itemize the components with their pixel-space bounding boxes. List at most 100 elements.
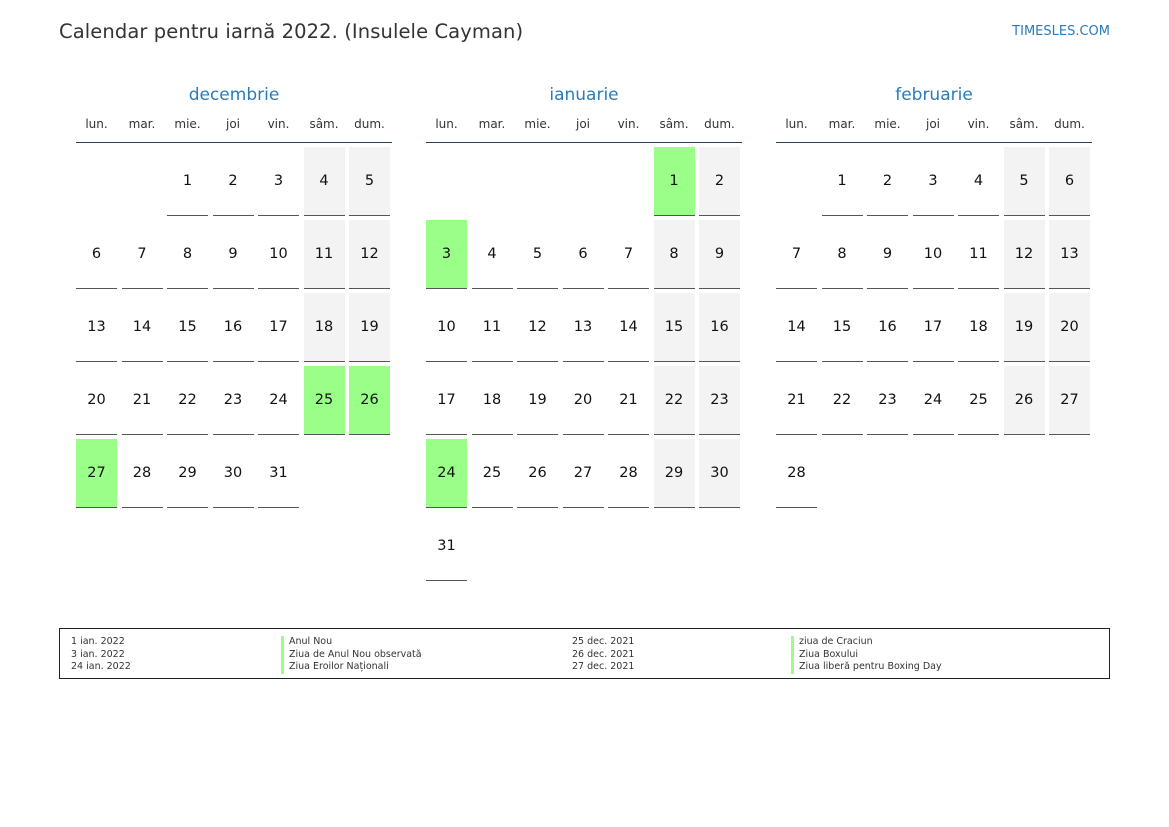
day-cell: 22 — [821, 366, 863, 435]
weekday-label: sâm. — [659, 117, 689, 131]
day-cell: 23 — [212, 366, 254, 435]
day-cell: 3 — [258, 147, 299, 216]
day-cell: 27 — [1049, 366, 1090, 435]
holiday-day-cell: 3 — [426, 220, 467, 289]
holiday-day-cell: 25 — [303, 366, 345, 435]
legend-date: 26 dec. 2021 — [572, 648, 635, 660]
day-cell: 13 — [76, 293, 117, 362]
weekday-header: lun. mar. mie. joi vin. sâm. dum. — [426, 106, 742, 143]
weekday-label: dum. — [704, 117, 735, 131]
day-cell: 5 — [517, 220, 558, 289]
day-cell: 25 — [958, 366, 999, 435]
day-cell: 25 — [471, 439, 513, 508]
day-cell: 23 — [867, 366, 908, 435]
day-cell: 21 — [121, 366, 163, 435]
weekday-label: mie. — [874, 117, 901, 131]
legend-holiday-name: Ziua de Anul Nou observată — [281, 648, 422, 661]
day-cell: 7 — [121, 220, 163, 289]
day-cell: 13 — [1049, 220, 1090, 289]
holiday-day-cell: 26 — [349, 366, 390, 435]
day-cell: 4 — [958, 147, 999, 216]
weekday-label: vin. — [967, 117, 990, 131]
day-cell: 13 — [562, 293, 604, 362]
weekday-label: joi — [925, 117, 940, 131]
day-cell: 19 — [1003, 293, 1045, 362]
day-cell: 12 — [1003, 220, 1045, 289]
weekday-label: mar. — [828, 117, 856, 131]
legend-holiday-name: ziua de Craciun — [791, 636, 942, 649]
day-cell: 15 — [167, 293, 208, 362]
site-link[interactable]: TIMESLES.COM — [1012, 24, 1110, 39]
legend-holiday-name: Anul Nou — [281, 636, 422, 649]
holiday-day-cell: 24 — [426, 439, 467, 508]
weekday-label: mar. — [478, 117, 506, 131]
weekday-label: joi — [225, 117, 240, 131]
day-cell: 20 — [1049, 293, 1090, 362]
month-december: decembrie lun. mar. mie. joi vin. sâm. dum. 1 2 3 4… — [76, 84, 392, 508]
day-cell: 21 — [608, 366, 649, 435]
day-cell: 8 — [653, 220, 695, 289]
month-january: ianuarie lun. mar. mie. joi vin. sâm. dum. 1 2 3 4 5… — [426, 84, 742, 581]
day-cell: 24 — [912, 366, 954, 435]
day-cell: 11 — [471, 293, 513, 362]
day-cell: 22 — [653, 366, 695, 435]
day-cell: 5 — [349, 147, 390, 216]
day-cell: 19 — [517, 366, 558, 435]
day-cell: 15 — [821, 293, 863, 362]
day-cell: 9 — [699, 220, 740, 289]
day-cell: 18 — [303, 293, 345, 362]
holiday-day-cell: 27 — [76, 439, 117, 508]
weekday-label: vin. — [267, 117, 290, 131]
weekday-label: lun. — [785, 117, 808, 131]
legend-date: 3 ian. 2022 — [71, 648, 125, 660]
weekday-label: sâm. — [1009, 117, 1039, 131]
month-name: ianuarie — [549, 85, 619, 105]
legend-date: 1 ian. 2022 — [71, 636, 125, 647]
weekday-label: mie. — [174, 117, 201, 131]
weekday-header: lun. mar. mie. joi vin. sâm. dum. — [76, 106, 392, 143]
day-cell: 24 — [258, 366, 299, 435]
day-cell: 29 — [167, 439, 208, 508]
legend-dates-2: 25 dec. 2021 26 dec. 2021 27 dec. 2021 — [572, 636, 634, 674]
day-cell: 31 — [426, 512, 467, 581]
weekday-label: lun. — [85, 117, 108, 131]
day-cell: 1 — [821, 147, 863, 216]
day-cell: 2 — [867, 147, 908, 216]
day-cell: 17 — [912, 293, 954, 362]
day-cell: 10 — [426, 293, 467, 362]
day-cell: 7 — [776, 220, 817, 289]
day-cell: 11 — [958, 220, 999, 289]
day-cell: 12 — [349, 220, 390, 289]
day-cell: 2 — [699, 147, 740, 216]
day-cell: 23 — [699, 366, 740, 435]
day-cell: 30 — [212, 439, 254, 508]
legend-names-2: ziua de Craciun Ziua Boxului Ziua liberă… — [791, 636, 942, 674]
day-cell: 16 — [699, 293, 740, 362]
day-cell: 6 — [1049, 147, 1090, 216]
day-cell: 14 — [608, 293, 649, 362]
day-cell: 17 — [258, 293, 299, 362]
legend-holiday-name: Ziua Eroilor Naționali — [281, 661, 422, 674]
weekday-label: lun. — [435, 117, 458, 131]
day-cell: 16 — [212, 293, 254, 362]
day-cell: 20 — [76, 366, 117, 435]
day-cell: 26 — [1003, 366, 1045, 435]
day-cell: 11 — [303, 220, 345, 289]
legend-date: 27 dec. 2021 — [572, 661, 635, 672]
day-cell: 8 — [167, 220, 208, 289]
day-cell: 5 — [1003, 147, 1045, 216]
day-cell: 31 — [258, 439, 299, 508]
day-cell: 16 — [867, 293, 908, 362]
day-cell: 28 — [608, 439, 649, 508]
day-cell: 2 — [212, 147, 254, 216]
weekday-label: dum. — [354, 117, 385, 131]
day-cell: 27 — [562, 439, 604, 508]
day-cell: 26 — [517, 439, 558, 508]
day-cell: 19 — [349, 293, 390, 362]
day-cell: 1 — [167, 147, 208, 216]
day-cell: 4 — [471, 220, 513, 289]
day-cell: 9 — [867, 220, 908, 289]
day-cell: 14 — [776, 293, 817, 362]
legend-holiday-name: Ziua Boxului — [791, 648, 942, 661]
month-name: decembrie — [188, 85, 280, 105]
